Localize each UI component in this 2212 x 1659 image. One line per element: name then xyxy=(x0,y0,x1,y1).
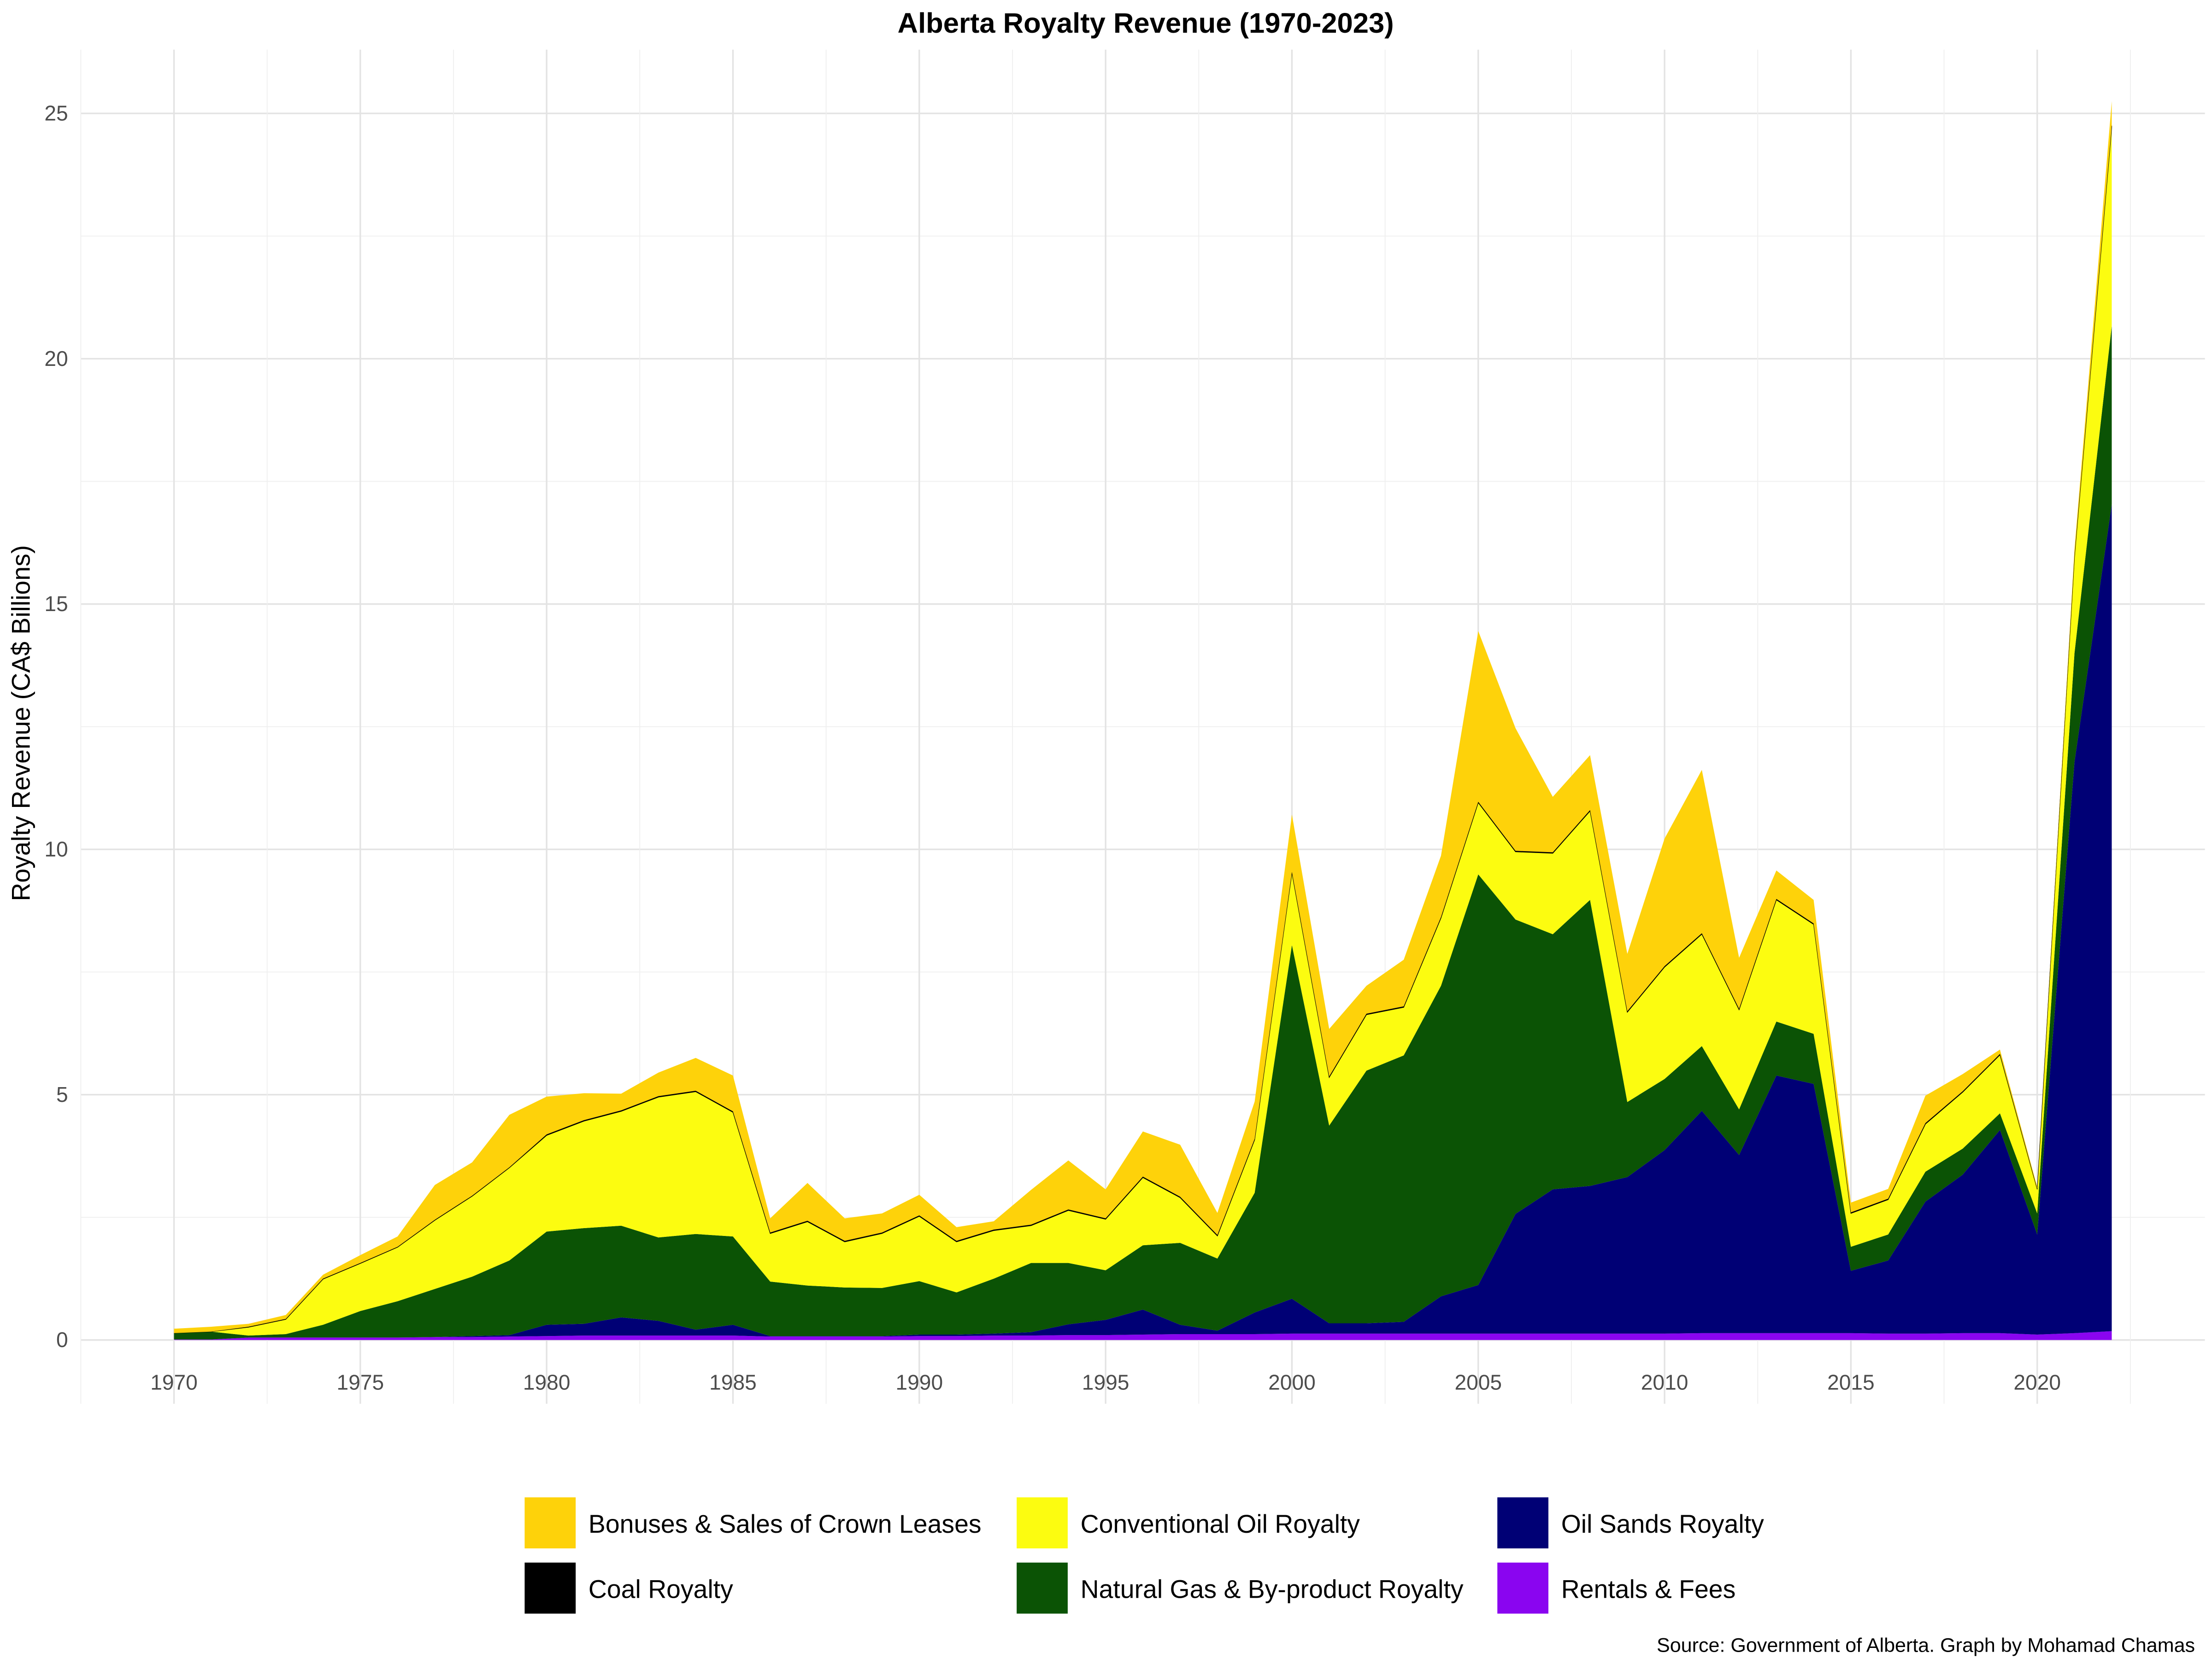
x-tick-label: 2005 xyxy=(1454,1370,1502,1394)
legend-item: Bonuses & Sales of Crown Leases xyxy=(524,1497,982,1548)
x-tick-label: 1985 xyxy=(709,1370,757,1394)
x-tick-label: 1990 xyxy=(895,1370,943,1394)
legend-label: Natural Gas & By-product Royalty xyxy=(1081,1575,1464,1604)
legend-label: Oil Sands Royalty xyxy=(1561,1510,1764,1538)
legend-item: Conventional Oil Royalty xyxy=(1017,1497,1360,1548)
area-coal-royalty xyxy=(174,125,2112,1334)
legend-key xyxy=(1497,1497,1548,1548)
x-tick-label: 1980 xyxy=(523,1370,571,1394)
legend-item: Oil Sands Royalty xyxy=(1497,1497,1764,1548)
legend-key xyxy=(1017,1562,1068,1614)
legend-key xyxy=(1017,1497,1068,1548)
y-tick-label: 20 xyxy=(44,347,68,371)
caption: Source: Government of Alberta. Graph by … xyxy=(1657,1635,2195,1657)
y-axis-ticks: 0 5 10 15 20 25 xyxy=(44,101,68,1352)
legend-key xyxy=(524,1562,576,1614)
y-axis-label: Royalty Revenue (CA$ Billions) xyxy=(7,545,35,901)
x-tick-label: 2015 xyxy=(1827,1370,1875,1394)
legend-label: Coal Royalty xyxy=(588,1575,733,1604)
y-tick-label: 15 xyxy=(44,592,68,616)
legend-key xyxy=(1497,1562,1548,1614)
legend-item: Natural Gas & By-product Royalty xyxy=(1017,1562,1464,1614)
legend-key xyxy=(524,1497,576,1548)
chart-title: Alberta Royalty Revenue (1970-2023) xyxy=(898,7,1394,39)
y-tick-label: 0 xyxy=(56,1328,68,1352)
x-tick-label: 1970 xyxy=(150,1370,198,1394)
x-tick-label: 2010 xyxy=(1641,1370,1688,1394)
x-tick-label: 1975 xyxy=(337,1370,384,1394)
y-tick-label: 5 xyxy=(56,1082,68,1106)
legend-label: Conventional Oil Royalty xyxy=(1081,1510,1360,1538)
area-layers xyxy=(174,101,2112,1340)
legend-label: Rentals & Fees xyxy=(1561,1575,1736,1604)
legend-item: Coal Royalty xyxy=(524,1562,733,1614)
area-conventional-oil-royalty xyxy=(174,127,2112,1336)
x-tick-label: 2020 xyxy=(2013,1370,2061,1394)
y-tick-label: 25 xyxy=(44,101,68,125)
x-axis-ticks: 1970 1975 1980 1985 1990 1995 2000 2005 2010 2015… xyxy=(150,1370,2061,1394)
y-tick-label: 10 xyxy=(44,837,68,861)
area-rentals-fees xyxy=(174,1331,2112,1340)
x-tick-label: 1995 xyxy=(1082,1370,1130,1394)
legend-item: Rentals & Fees xyxy=(1497,1562,1736,1614)
legend: Bonuses & Sales of Crown Leases Coal Roya… xyxy=(524,1497,1764,1614)
legend-label: Bonuses & Sales of Crown Leases xyxy=(588,1510,982,1538)
area-oil-sands-royalty xyxy=(174,504,2112,1340)
x-tick-label: 2000 xyxy=(1268,1370,1316,1394)
